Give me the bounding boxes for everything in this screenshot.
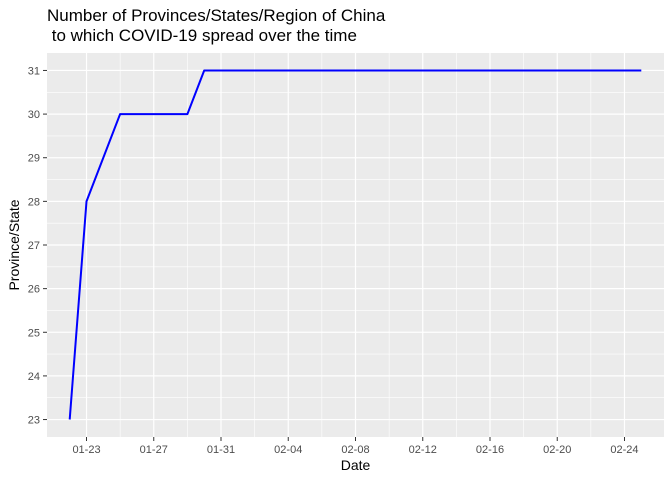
x-tick-label: 02-20 — [543, 444, 571, 456]
y-tick-label: 29 — [28, 153, 40, 165]
y-axis: 23 24 25 26 27 28 29 30 31 — [28, 65, 47, 427]
x-tick-label: 02-04 — [274, 444, 302, 456]
y-tick-label: 26 — [28, 284, 40, 296]
chart-title-line-2: to which COVID-19 spread over the time — [47, 26, 357, 45]
x-tick-label: 02-24 — [610, 444, 638, 456]
x-tick-label: 02-16 — [476, 444, 504, 456]
x-tick-label: 02-12 — [409, 444, 437, 456]
y-axis-title: Province/State — [6, 199, 22, 290]
y-tick-label: 28 — [28, 196, 40, 208]
y-tick-label: 31 — [28, 65, 40, 77]
series-layer — [68, 69, 642, 420]
series-line — [68, 69, 642, 420]
x-axis-title: Date — [341, 457, 371, 473]
x-axis: 01-23 01-27 01-31 02-04 02-08 02-12 02-16 02-20… — [72, 437, 639, 456]
y-tick-label: 27 — [28, 240, 40, 252]
x-tick-label: 01-27 — [140, 444, 168, 456]
y-tick-label: 23 — [28, 415, 40, 427]
y-tick-label: 24 — [28, 371, 40, 383]
y-tick-label: 25 — [28, 327, 40, 339]
y-tick-label: 30 — [28, 109, 40, 121]
x-tick-label: 02-08 — [341, 444, 369, 456]
x-tick-label: 01-31 — [207, 444, 235, 456]
chart-title-line-1: Number of Provinces/States/Region of Chi… — [47, 6, 386, 25]
x-tick-label: 01-23 — [72, 444, 100, 456]
